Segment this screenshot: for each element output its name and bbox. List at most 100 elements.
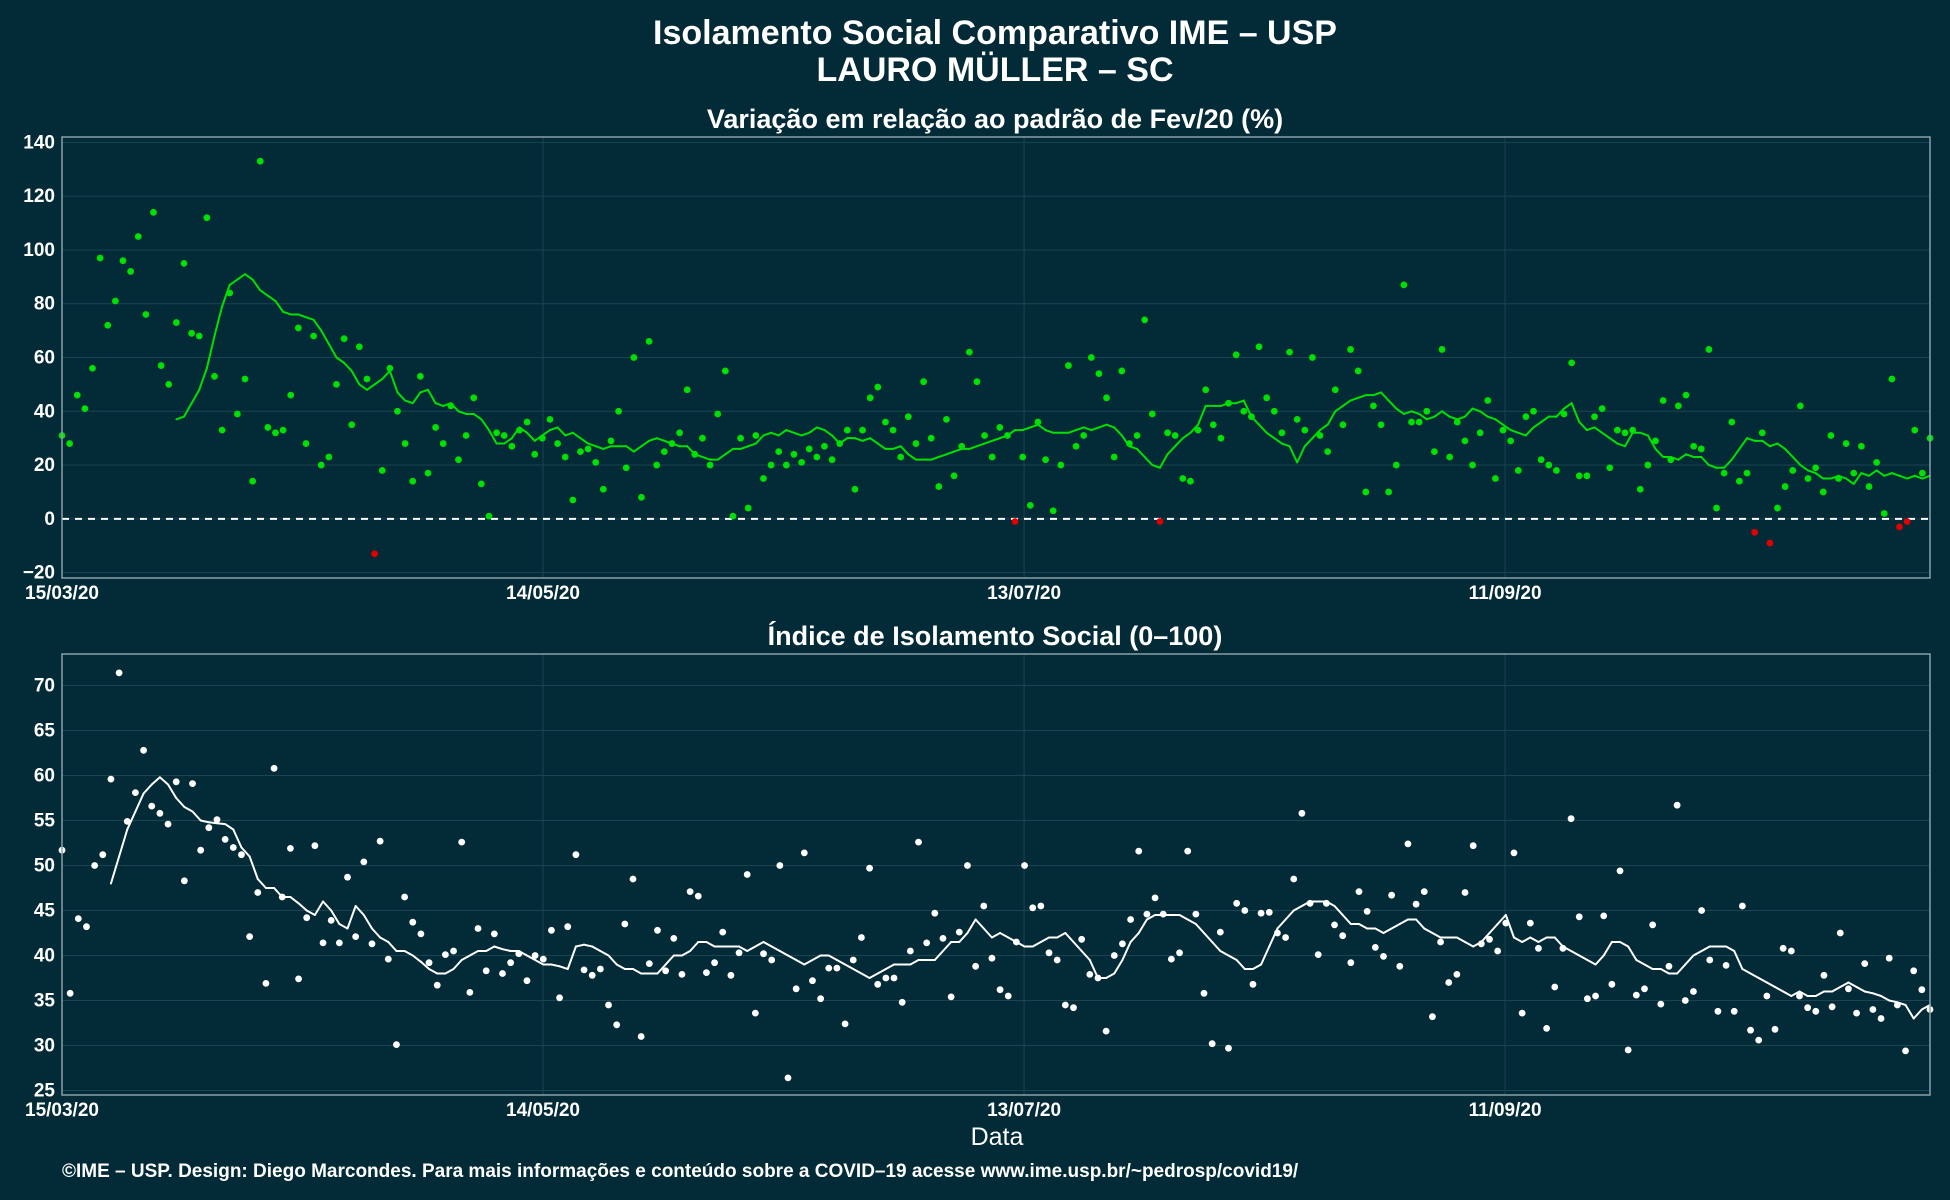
- moving-average-segment: [1624, 431, 1634, 448]
- moving-average-segment: [434, 402, 445, 407]
- moving-average-segment: [1425, 415, 1436, 421]
- moving-average-segment: [1898, 474, 1909, 480]
- moving-average-segment: [1105, 423, 1116, 429]
- moving-average-segment: [844, 963, 855, 970]
- moving-average-segment: [1341, 399, 1352, 407]
- daily-point: [1845, 985, 1852, 993]
- daily-point: [156, 809, 164, 817]
- moving-average-segment: [835, 959, 847, 966]
- daily-point: [1606, 464, 1614, 472]
- daily-point: [1225, 399, 1232, 407]
- daily-point: [996, 424, 1004, 431]
- moving-average-segment: [346, 905, 357, 930]
- daily-point: [1363, 908, 1371, 915]
- daily-point: [622, 464, 630, 472]
- y-tick-label: 40: [34, 946, 55, 967]
- moving-average-segment: [1761, 439, 1771, 448]
- moving-average-segment: [460, 954, 471, 961]
- moving-average-segment: [974, 918, 985, 930]
- daily-point: [955, 928, 963, 936]
- moving-average-segment: [1570, 950, 1581, 957]
- daily-point: [1029, 904, 1037, 912]
- daily-point: [1415, 418, 1423, 426]
- daily-point: [833, 964, 841, 972]
- daily-point: [417, 930, 425, 938]
- daily-point: [1392, 461, 1400, 469]
- daily-point: [1583, 995, 1591, 1003]
- moving-average-segment: [1707, 464, 1718, 469]
- daily-point: [1200, 989, 1208, 997]
- daily-point: [1766, 539, 1774, 547]
- moving-average-segment: [1455, 936, 1467, 943]
- daily-point: [310, 332, 318, 340]
- moving-average-segment: [1143, 455, 1154, 467]
- daily-point: [111, 297, 119, 305]
- daily-point: [218, 426, 226, 434]
- daily-point: [203, 214, 211, 222]
- daily-point: [450, 947, 457, 955]
- moving-average-segment: [566, 945, 577, 970]
- moving-average-segment: [1145, 914, 1157, 921]
- moving-average-segment: [534, 959, 545, 966]
- moving-average-segment: [1839, 981, 1850, 988]
- daily-point: [531, 952, 539, 959]
- moving-average-segment: [1480, 932, 1491, 943]
- moving-average-segment: [1203, 932, 1214, 943]
- moving-average-segment: [404, 399, 414, 405]
- moving-average-segment: [1608, 437, 1619, 445]
- daily-point: [1477, 940, 1485, 948]
- moving-average-segment: [358, 383, 368, 391]
- daily-point: [1600, 912, 1608, 920]
- daily-point: [1404, 840, 1412, 848]
- daily-point: [898, 998, 906, 1006]
- daily-point: [233, 410, 241, 418]
- daily-point: [531, 450, 539, 458]
- daily-point: [1484, 397, 1492, 404]
- moving-average-segment: [493, 945, 504, 951]
- moving-average-segment: [1219, 950, 1230, 957]
- moving-average-segment: [1741, 968, 1752, 975]
- moving-average-segment: [640, 439, 651, 448]
- daily-point: [89, 364, 96, 372]
- daily-point: [1804, 475, 1812, 482]
- daily-point: [490, 930, 498, 938]
- daily-point: [1526, 919, 1534, 927]
- daily-point: [572, 851, 580, 859]
- daily-point: [249, 477, 257, 485]
- daily-point: [866, 394, 874, 402]
- daily-point: [1371, 944, 1379, 951]
- y-tick-label: 40: [34, 401, 55, 422]
- moving-average-segment: [1639, 431, 1649, 437]
- daily-point: [760, 475, 767, 482]
- daily-point: [561, 453, 569, 461]
- daily-point: [577, 448, 584, 456]
- y-tick-label: 0: [44, 509, 55, 530]
- moving-average-segment: [1319, 423, 1329, 432]
- moving-average-segment: [747, 442, 757, 448]
- moving-average-segment: [1594, 954, 1605, 966]
- daily-point: [127, 268, 135, 275]
- moving-average-segment: [1357, 394, 1367, 399]
- moving-average-segment: [175, 797, 186, 808]
- moving-average-segment: [541, 429, 551, 437]
- moving-average-segment: [1749, 972, 1760, 979]
- moving-average-segment: [1532, 421, 1543, 429]
- daily-point: [1377, 421, 1385, 429]
- moving-average-segment: [1509, 429, 1520, 434]
- daily-point: [1796, 992, 1803, 1000]
- daily-point: [1575, 913, 1583, 921]
- moving-average-segment: [1372, 391, 1383, 397]
- daily-point: [302, 440, 310, 447]
- moving-average-segment: [1799, 464, 1810, 472]
- bottom-panel-y-ticks: 25 30 35 40 45 50 55 60 65 70: [34, 676, 56, 1102]
- daily-point: [1835, 475, 1842, 482]
- moving-average-segment: [1517, 431, 1527, 437]
- moving-average-segment: [803, 959, 814, 966]
- daily-point: [1486, 935, 1493, 943]
- daily-point: [221, 836, 229, 843]
- moving-average-segment: [1090, 426, 1100, 432]
- moving-average-segment: [1593, 426, 1604, 434]
- daily-point: [889, 426, 897, 434]
- moving-average-segment: [785, 429, 795, 434]
- moving-average-segment: [869, 437, 879, 445]
